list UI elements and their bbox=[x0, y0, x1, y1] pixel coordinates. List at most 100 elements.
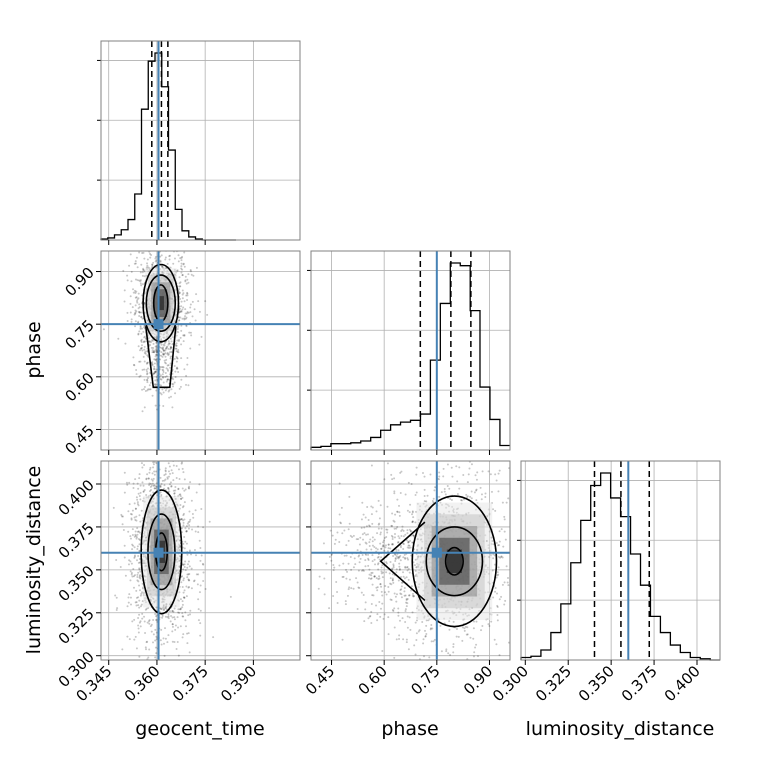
sample-point bbox=[146, 373, 149, 376]
sample-point bbox=[371, 554, 374, 557]
sample-point bbox=[377, 578, 380, 581]
sample-point bbox=[161, 347, 164, 350]
sample-point bbox=[365, 525, 368, 528]
sample-point bbox=[129, 513, 132, 516]
sample-point bbox=[162, 376, 165, 379]
sample-point bbox=[161, 368, 164, 371]
sample-point bbox=[342, 562, 345, 565]
sample-point bbox=[184, 527, 187, 530]
sample-point bbox=[136, 498, 139, 501]
sample-point bbox=[186, 553, 189, 556]
sample-point bbox=[169, 663, 171, 665]
sample-point bbox=[472, 655, 475, 658]
sample-point bbox=[170, 705, 172, 707]
sample-point bbox=[383, 613, 386, 616]
sample-point bbox=[487, 623, 490, 626]
sample-point bbox=[140, 603, 143, 606]
sample-point bbox=[134, 601, 137, 604]
sample-point bbox=[139, 327, 142, 330]
sample-point bbox=[180, 310, 183, 313]
sample-point bbox=[406, 557, 409, 560]
sample-point bbox=[339, 522, 342, 525]
sample-point bbox=[370, 621, 373, 624]
sample-point bbox=[179, 598, 182, 601]
sample-point bbox=[173, 451, 175, 453]
sample-point bbox=[534, 571, 536, 573]
sample-point bbox=[197, 608, 200, 611]
sample-point bbox=[176, 616, 179, 619]
sample-point bbox=[176, 339, 179, 342]
sample-point bbox=[410, 589, 413, 592]
sample-point bbox=[163, 607, 166, 610]
sample-point bbox=[173, 434, 175, 436]
sample-point bbox=[137, 631, 140, 634]
sample-point bbox=[180, 300, 183, 303]
sample-point bbox=[155, 360, 158, 363]
sample-point bbox=[185, 282, 188, 285]
sample-point bbox=[404, 608, 407, 611]
sample-point bbox=[396, 526, 399, 529]
sample-point bbox=[173, 492, 176, 495]
sample-point bbox=[159, 374, 162, 377]
sample-point bbox=[358, 587, 361, 590]
sample-point bbox=[155, 345, 158, 348]
sample-point bbox=[458, 487, 461, 490]
sample-point bbox=[142, 251, 145, 254]
panel-frame bbox=[310, 460, 511, 661]
sample-point bbox=[492, 557, 495, 560]
sample-point bbox=[175, 464, 178, 467]
sample-point bbox=[519, 543, 521, 545]
sample-point bbox=[115, 609, 118, 612]
sample-point bbox=[371, 544, 374, 547]
sample-point bbox=[154, 618, 157, 621]
sample-point bbox=[498, 540, 501, 543]
sample-point bbox=[333, 566, 336, 569]
sample-point bbox=[148, 619, 151, 622]
sample-point bbox=[149, 485, 152, 488]
sample-point bbox=[200, 554, 203, 557]
panels: 0.345 0.360 0.375 0.390 0.45 0.60 0.75 0.900.30… bbox=[55, 40, 721, 707]
sample-point bbox=[469, 495, 472, 498]
sample-point bbox=[392, 555, 395, 558]
sample-point bbox=[139, 360, 142, 363]
sample-point bbox=[160, 482, 163, 485]
sample-point bbox=[116, 607, 119, 610]
sample-point bbox=[431, 661, 433, 663]
sample-point bbox=[138, 315, 141, 318]
sample-point bbox=[135, 290, 138, 293]
sample-point bbox=[401, 528, 404, 531]
sample-point bbox=[142, 268, 145, 271]
sample-point bbox=[368, 573, 371, 576]
sample-point bbox=[430, 624, 433, 627]
sample-point bbox=[474, 646, 477, 649]
sample-point bbox=[188, 573, 191, 576]
sample-point bbox=[193, 308, 196, 311]
sample-point bbox=[141, 283, 144, 286]
sample-point bbox=[129, 579, 132, 582]
sample-point bbox=[183, 334, 186, 337]
sample-point bbox=[152, 342, 155, 345]
sample-point bbox=[154, 355, 157, 358]
sample-point bbox=[385, 593, 388, 596]
sample-point bbox=[143, 386, 146, 389]
sample-point bbox=[536, 528, 538, 530]
sample-point bbox=[189, 481, 192, 484]
sample-point bbox=[397, 541, 400, 544]
sample-point bbox=[390, 534, 393, 537]
sample-point bbox=[466, 495, 469, 498]
sample-point bbox=[392, 566, 395, 569]
sample-point bbox=[367, 518, 370, 521]
sample-point bbox=[445, 648, 448, 651]
sample-point bbox=[173, 357, 176, 360]
sample-point bbox=[145, 245, 147, 247]
sample-point bbox=[185, 245, 187, 247]
sample-point bbox=[400, 535, 403, 538]
sample-point bbox=[151, 351, 154, 354]
sample-point bbox=[522, 606, 524, 608]
sample-point bbox=[398, 565, 401, 568]
sample-point bbox=[126, 483, 129, 486]
sample-point bbox=[423, 629, 426, 632]
sample-point bbox=[138, 375, 141, 378]
sample-point bbox=[332, 564, 335, 567]
sample-point bbox=[168, 247, 170, 249]
